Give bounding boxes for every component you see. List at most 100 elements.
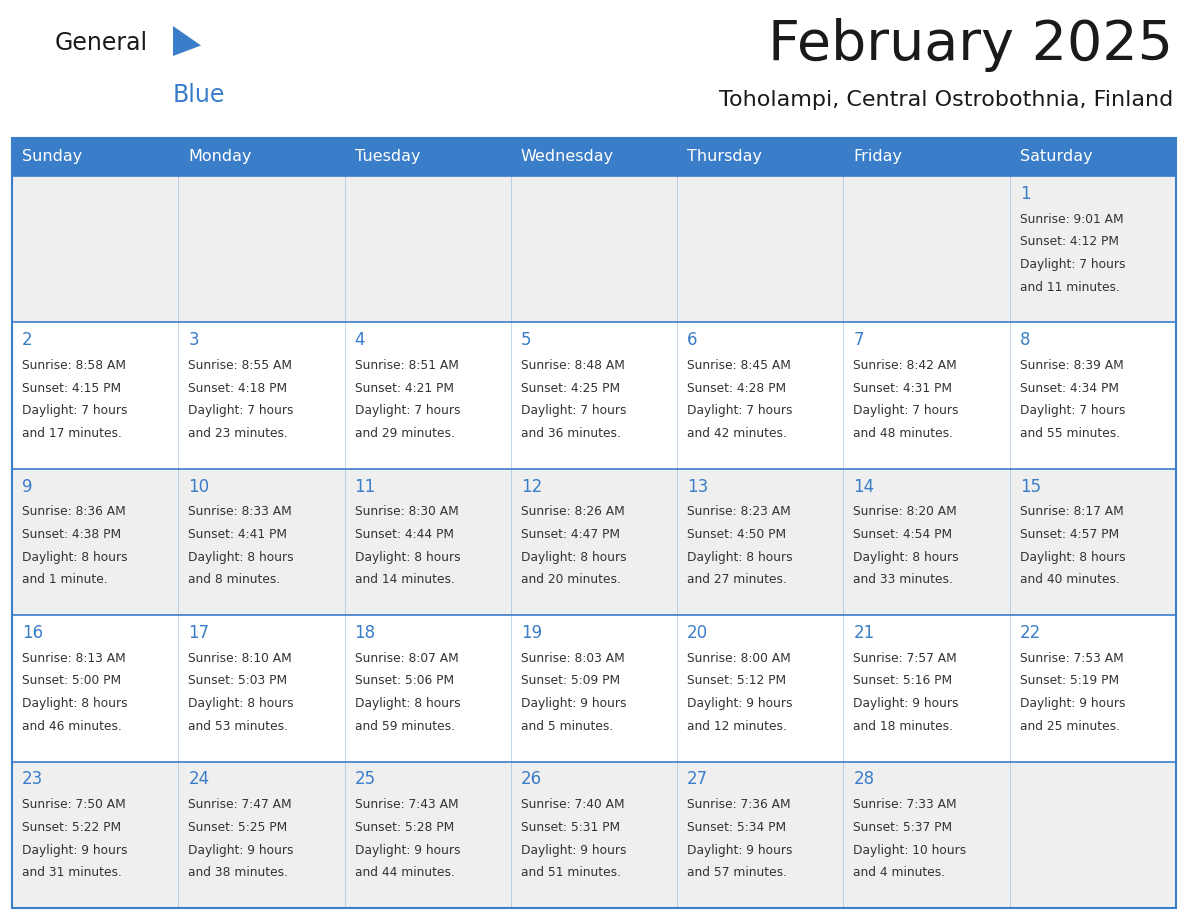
Text: 25: 25 [354,770,375,789]
Text: and 18 minutes.: and 18 minutes. [853,720,954,733]
Text: Sunrise: 8:48 AM: Sunrise: 8:48 AM [520,359,625,372]
Text: Sunset: 4:25 PM: Sunset: 4:25 PM [520,382,620,395]
Text: 28: 28 [853,770,874,789]
Text: and 55 minutes.: and 55 minutes. [1019,427,1120,440]
Bar [178,762,345,908]
Bar [345,762,511,908]
Text: Daylight: 9 hours: Daylight: 9 hours [188,844,293,856]
Text: Sunrise: 8:23 AM: Sunrise: 8:23 AM [687,506,791,519]
Bar [12,322,178,469]
Bar [12,615,178,762]
Text: Sunset: 5:19 PM: Sunset: 5:19 PM [1019,675,1119,688]
Text: 16: 16 [21,624,43,642]
Text: Sunset: 5:09 PM: Sunset: 5:09 PM [520,675,620,688]
Text: Daylight: 8 hours: Daylight: 8 hours [21,551,127,564]
Bar [1010,138,1176,176]
Bar [843,762,1010,908]
Text: Daylight: 7 hours: Daylight: 7 hours [1019,258,1125,271]
Text: Daylight: 8 hours: Daylight: 8 hours [188,697,293,711]
Text: Sunrise: 7:43 AM: Sunrise: 7:43 AM [354,798,459,812]
Text: and 25 minutes.: and 25 minutes. [1019,720,1120,733]
Bar [511,176,677,322]
Text: Sunset: 4:44 PM: Sunset: 4:44 PM [354,528,454,541]
Text: and 31 minutes.: and 31 minutes. [21,867,122,879]
Text: 22: 22 [1019,624,1041,642]
Bar [511,762,677,908]
Bar [677,138,843,176]
Bar [677,176,843,322]
Bar [843,615,1010,762]
Text: Daylight: 8 hours: Daylight: 8 hours [1019,551,1125,564]
Text: Daylight: 7 hours: Daylight: 7 hours [188,405,293,418]
Text: Sunset: 5:31 PM: Sunset: 5:31 PM [520,821,620,834]
Text: Sunset: 4:12 PM: Sunset: 4:12 PM [1019,235,1119,248]
Text: and 51 minutes.: and 51 minutes. [520,867,621,879]
Bar [511,469,677,615]
Text: 23: 23 [21,770,43,789]
Text: Sunrise: 7:47 AM: Sunrise: 7:47 AM [188,798,292,812]
Text: Friday: Friday [853,150,903,164]
Text: Daylight: 7 hours: Daylight: 7 hours [21,405,127,418]
Text: and 17 minutes.: and 17 minutes. [21,427,122,440]
Bar [677,762,843,908]
Text: and 14 minutes.: and 14 minutes. [354,574,455,587]
Text: Sunset: 5:28 PM: Sunset: 5:28 PM [354,821,454,834]
Text: Wednesday: Wednesday [520,150,614,164]
Text: and 20 minutes.: and 20 minutes. [520,574,620,587]
Text: Daylight: 9 hours: Daylight: 9 hours [687,697,792,711]
Text: Sunrise: 8:58 AM: Sunrise: 8:58 AM [21,359,126,372]
Text: Sunset: 4:38 PM: Sunset: 4:38 PM [21,528,121,541]
Text: Daylight: 9 hours: Daylight: 9 hours [687,844,792,856]
Text: Sunset: 4:15 PM: Sunset: 4:15 PM [21,382,121,395]
Text: Daylight: 8 hours: Daylight: 8 hours [188,551,293,564]
Text: Sunrise: 7:33 AM: Sunrise: 7:33 AM [853,798,958,812]
Bar [345,322,511,469]
Text: Sunrise: 7:36 AM: Sunrise: 7:36 AM [687,798,791,812]
Text: Daylight: 9 hours: Daylight: 9 hours [1019,697,1125,711]
Bar [345,138,511,176]
Text: Sunrise: 8:39 AM: Sunrise: 8:39 AM [1019,359,1124,372]
Bar [345,469,511,615]
Text: Sunrise: 8:55 AM: Sunrise: 8:55 AM [188,359,292,372]
Text: 24: 24 [188,770,209,789]
Text: and 12 minutes.: and 12 minutes. [687,720,786,733]
Bar [12,138,1176,908]
Bar [12,762,178,908]
Text: 2: 2 [21,331,32,349]
Text: 12: 12 [520,477,542,496]
Text: Daylight: 9 hours: Daylight: 9 hours [354,844,460,856]
Text: Daylight: 8 hours: Daylight: 8 hours [520,551,626,564]
Text: 10: 10 [188,477,209,496]
Bar [1010,322,1176,469]
Text: Sunrise: 8:42 AM: Sunrise: 8:42 AM [853,359,958,372]
Bar [843,176,1010,322]
Bar [178,138,345,176]
Bar [1010,176,1176,322]
Bar [1010,762,1176,908]
Text: 1: 1 [1019,185,1030,203]
Text: Sunset: 4:54 PM: Sunset: 4:54 PM [853,528,953,541]
Text: Sunrise: 8:20 AM: Sunrise: 8:20 AM [853,506,958,519]
Text: Blue: Blue [173,83,226,107]
Bar [12,176,178,322]
Text: Sunrise: 8:00 AM: Sunrise: 8:00 AM [687,652,791,665]
Text: Daylight: 7 hours: Daylight: 7 hours [687,405,792,418]
Text: Sunday: Sunday [21,150,82,164]
Text: Sunset: 5:16 PM: Sunset: 5:16 PM [853,675,953,688]
Text: 19: 19 [520,624,542,642]
Text: Sunrise: 8:10 AM: Sunrise: 8:10 AM [188,652,292,665]
Text: 3: 3 [188,331,198,349]
Text: Sunrise: 8:13 AM: Sunrise: 8:13 AM [21,652,126,665]
Text: Sunset: 4:21 PM: Sunset: 4:21 PM [354,382,454,395]
Text: Daylight: 9 hours: Daylight: 9 hours [520,697,626,711]
Text: and 27 minutes.: and 27 minutes. [687,574,786,587]
Bar [178,615,345,762]
Text: 27: 27 [687,770,708,789]
Text: Sunset: 5:37 PM: Sunset: 5:37 PM [853,821,953,834]
Text: and 40 minutes.: and 40 minutes. [1019,574,1119,587]
Bar [677,469,843,615]
Text: Daylight: 8 hours: Daylight: 8 hours [354,551,460,564]
Text: Daylight: 9 hours: Daylight: 9 hours [520,844,626,856]
Text: Sunrise: 7:50 AM: Sunrise: 7:50 AM [21,798,126,812]
Text: Sunrise: 7:40 AM: Sunrise: 7:40 AM [520,798,625,812]
